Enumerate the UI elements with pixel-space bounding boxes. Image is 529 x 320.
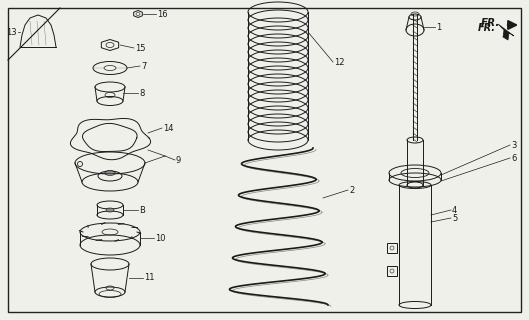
Text: 2: 2 bbox=[349, 186, 354, 195]
Text: 12: 12 bbox=[334, 58, 344, 67]
Text: 14: 14 bbox=[163, 124, 174, 132]
Text: 7: 7 bbox=[141, 61, 147, 70]
Text: 5: 5 bbox=[452, 213, 457, 222]
Text: FR.: FR. bbox=[481, 18, 500, 28]
Text: 3: 3 bbox=[511, 140, 516, 149]
Text: 9: 9 bbox=[176, 156, 181, 164]
Text: 11: 11 bbox=[144, 274, 154, 283]
Text: 13: 13 bbox=[6, 28, 17, 36]
Text: 6: 6 bbox=[511, 154, 516, 163]
Polygon shape bbox=[498, 24, 514, 40]
Text: 16: 16 bbox=[157, 10, 168, 19]
Text: 10: 10 bbox=[155, 234, 166, 243]
Text: 15: 15 bbox=[135, 44, 145, 52]
Text: B: B bbox=[139, 205, 145, 214]
Text: 8: 8 bbox=[139, 89, 144, 98]
Text: FR.: FR. bbox=[478, 23, 496, 33]
Text: 4: 4 bbox=[452, 205, 457, 214]
Text: 1: 1 bbox=[436, 22, 441, 31]
